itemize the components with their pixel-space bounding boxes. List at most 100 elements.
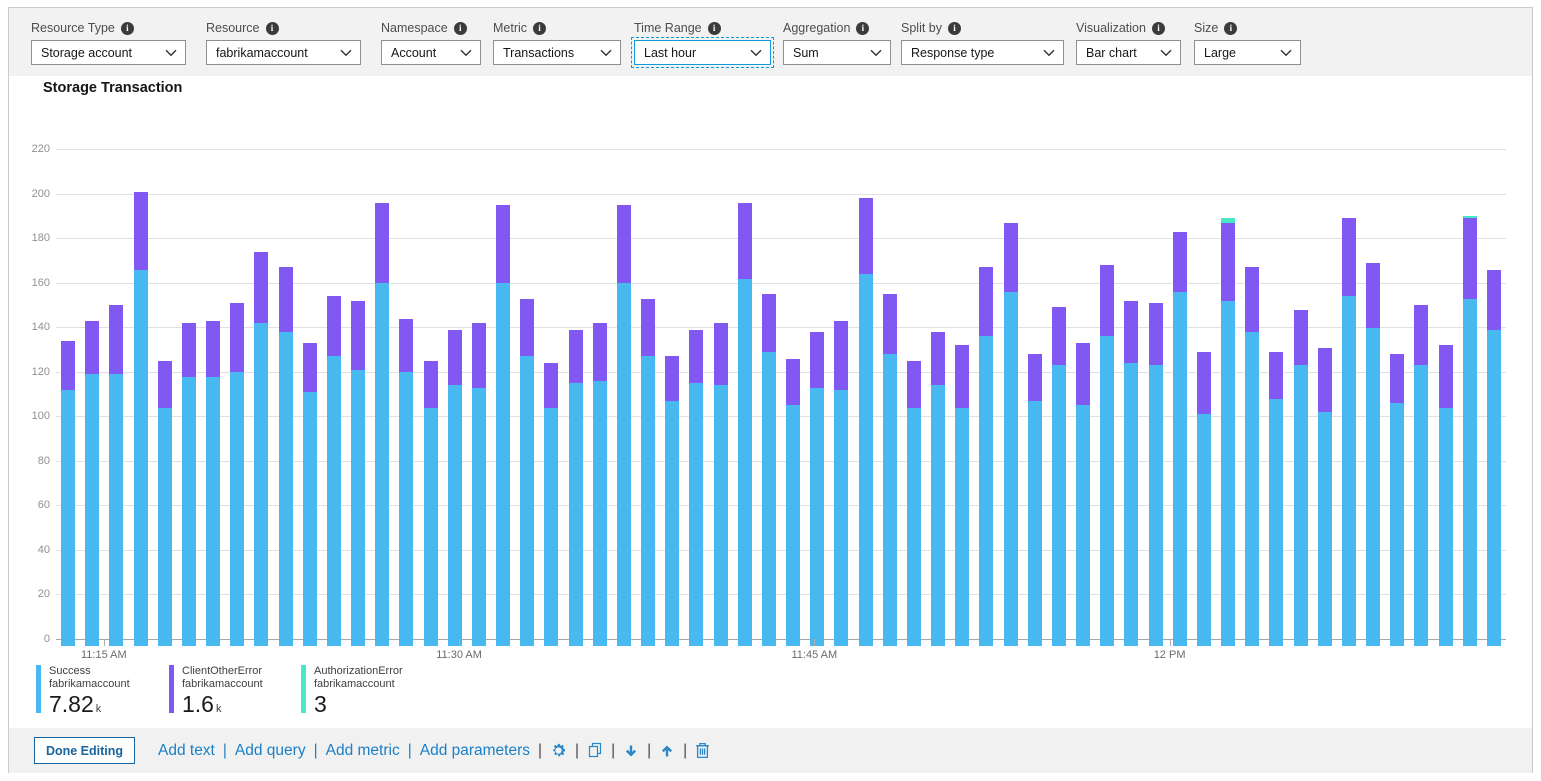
info-icon[interactable]: i	[948, 21, 961, 35]
stacked-bar	[1027, 354, 1042, 646]
aggregation-dropdown[interactable]: Sum	[783, 40, 891, 65]
delete-icon[interactable]	[695, 742, 710, 759]
bar-segment-clientothererror	[278, 267, 293, 332]
bar-segment-success	[858, 274, 873, 646]
bar-segment-success	[181, 376, 196, 646]
y-axis-tick-label: 100	[31, 410, 50, 423]
stacked-bar	[1148, 303, 1163, 646]
bar-segment-success	[1148, 365, 1163, 646]
bar-segment-clientothererror	[423, 360, 438, 408]
time-range-label: Time Range i	[634, 21, 771, 35]
gridline	[56, 149, 1506, 150]
resource-type-label: Resource Type i	[31, 21, 186, 35]
info-icon[interactable]: i	[533, 21, 547, 35]
add-text-link[interactable]: Add text	[158, 741, 215, 759]
namespace-dropdown[interactable]: Account	[381, 40, 481, 65]
stacked-bar	[399, 318, 414, 646]
bar-segment-success	[1317, 412, 1332, 646]
bar-segment-clientothererror	[206, 320, 221, 377]
resource-dropdown[interactable]: fabrikamaccount	[206, 40, 361, 65]
y-axis-tick-label: 200	[31, 187, 50, 200]
legend-item-success[interactable]: Success fabrikamaccount 7.82 k	[36, 665, 169, 721]
y-axis-tick-label: 20	[37, 588, 50, 601]
bar-segment-clientothererror	[1148, 303, 1163, 366]
aggregation-dropdown-value: Sum	[793, 45, 819, 60]
y-axis-tick-label: 160	[31, 276, 50, 289]
info-icon[interactable]: i	[265, 21, 279, 35]
stacked-bar	[471, 323, 486, 646]
stacked-bar	[665, 356, 680, 646]
stacked-bar	[1317, 347, 1332, 646]
metric-dropdown[interactable]: Transactions	[493, 40, 621, 65]
bar-segment-success	[61, 389, 76, 646]
bar-segment-success	[882, 354, 897, 646]
bar-segment-clientothererror	[1438, 345, 1453, 408]
resource-label: Resource i	[206, 21, 361, 35]
toolbar-links: Add text | Add query | Add metric | Add parame…	[158, 742, 710, 760]
bar-segment-clientothererror	[882, 294, 897, 355]
size-label: Size i	[1194, 21, 1301, 35]
stacked-bar	[592, 323, 607, 646]
add-query-link[interactable]: Add query	[234, 741, 306, 759]
move-up-icon[interactable]	[659, 743, 675, 758]
stacked-bar	[737, 202, 752, 646]
aggregation-label: Aggregation i	[783, 21, 891, 35]
info-icon[interactable]: i	[1151, 21, 1165, 35]
legend-resource-name: fabrikamaccount	[314, 678, 395, 690]
stacked-bar	[1076, 343, 1091, 646]
info-icon[interactable]: i	[707, 21, 721, 35]
time-range-dropdown[interactable]: Last hour	[631, 37, 774, 68]
bar-segment-success	[399, 372, 414, 646]
bar-segment-clientothererror	[302, 343, 317, 393]
resource-type-dropdown[interactable]: Storage account	[31, 40, 186, 65]
legend-texts: Success fabrikamaccount 7.82 k	[49, 665, 130, 721]
legend-item-authorizationerror[interactable]: AuthorizationError fabrikamaccount 3	[301, 665, 403, 721]
y-axis-tick-label: 220	[31, 143, 50, 155]
bar-segment-clientothererror	[1245, 267, 1260, 332]
bar-segment-success	[254, 323, 269, 646]
gridline	[56, 594, 1506, 596]
stacked-bar	[810, 331, 825, 646]
info-icon[interactable]: i	[1224, 21, 1238, 35]
done-editing-button[interactable]: Done Editing	[34, 737, 135, 764]
legend-value: 7.82 k	[49, 691, 102, 717]
visualization-dropdown[interactable]: Bar chart	[1076, 40, 1181, 65]
chevron-down-icon	[1043, 49, 1055, 57]
info-icon[interactable]: i	[453, 21, 467, 35]
bar-segment-success	[1366, 327, 1381, 646]
bar-segment-success	[157, 407, 172, 646]
bar-segment-clientothererror	[1172, 231, 1187, 292]
bar-segment-clientothererror	[641, 298, 656, 357]
controls-row: Resource Type i Storage account Resource i fa…	[9, 8, 1532, 76]
legend-item-clientothererror[interactable]: ClientOtherError fabrikamaccount 1.6 k	[169, 665, 301, 721]
bar-segment-clientothererror	[471, 323, 486, 388]
info-icon[interactable]: i	[120, 21, 134, 35]
copy-icon[interactable]	[587, 742, 603, 759]
chevron-down-icon	[460, 49, 472, 57]
bar-segment-clientothererror	[665, 356, 680, 401]
stacked-bar	[713, 323, 728, 646]
legend-resource-name: fabrikamaccount	[182, 678, 263, 690]
info-icon[interactable]: i	[856, 21, 870, 35]
separator: |	[222, 741, 227, 759]
add-metric-link[interactable]: Add metric	[325, 741, 400, 759]
bar-segment-clientothererror	[834, 320, 849, 390]
bar-segment-success	[1172, 291, 1187, 646]
bar-segment-success	[1390, 403, 1405, 646]
bar-segment-success	[906, 407, 921, 646]
bar-segment-success	[1003, 291, 1018, 646]
control-group-size: Size i Large	[1194, 21, 1301, 65]
bar-segment-success	[230, 372, 245, 646]
bar-segment-success	[1027, 401, 1042, 646]
split-by-dropdown[interactable]: Response type	[901, 40, 1064, 65]
size-dropdown[interactable]: Large	[1194, 40, 1301, 65]
separator: |	[683, 741, 688, 759]
bar-segment-success	[1269, 398, 1284, 646]
metric-label: Metric i	[493, 21, 621, 35]
visualization-label: Visualization i	[1076, 21, 1181, 35]
resource-type-label-text: Resource Type	[31, 21, 115, 35]
move-down-icon[interactable]	[623, 743, 639, 758]
stacked-bar	[858, 198, 873, 646]
add-parameters-link[interactable]: Add parameters	[419, 741, 531, 759]
gear-icon[interactable]	[550, 742, 567, 759]
